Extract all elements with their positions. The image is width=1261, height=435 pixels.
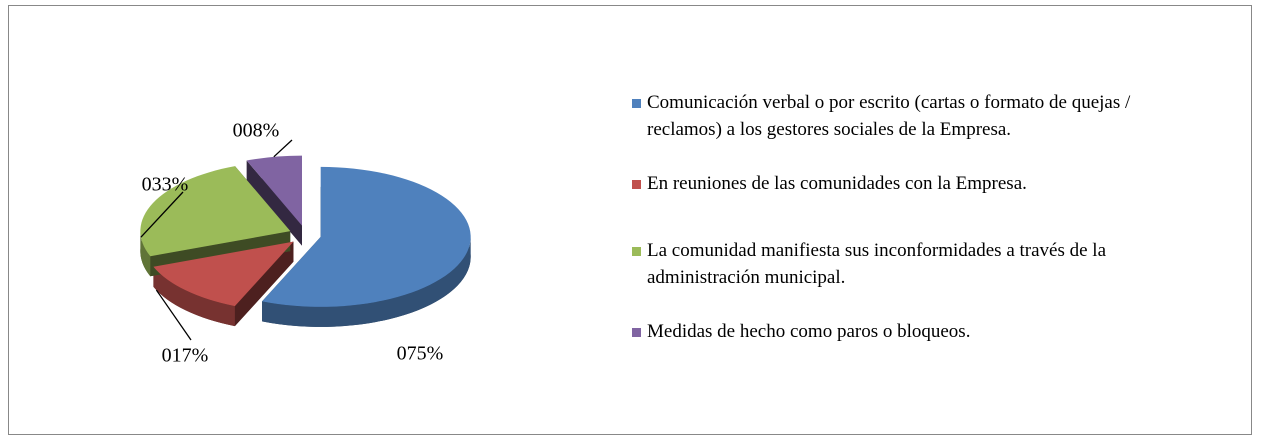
legend-item: La comunidad manifiesta sus inconformida… [632,237,1172,291]
slice [153,241,294,307]
slice-side [153,266,235,327]
legend-swatch [632,99,641,108]
leader-line [273,139,293,158]
legend-swatch [632,247,641,256]
leader-line [155,289,192,341]
page: 075% 017% 033% 008% Comunicación verbal o p… [8,5,1252,435]
legend-swatch [632,180,641,189]
slice [262,166,471,307]
data-label: 017% [162,345,209,367]
legend-swatch [632,328,641,337]
legend-item: Medidas de hecho como paros o bloqueos. [632,318,1172,345]
legend-label: La comunidad manifiesta sus inconformida… [647,240,1107,288]
legend-item: Comunicación verbal o por escrito (carta… [632,89,1172,143]
legend-label: En reuniones de las comunidades con la E… [647,173,1027,194]
data-label: 033% [142,174,189,196]
slice [246,155,302,226]
legend-label: Medidas de hecho como paros o bloqueos. [647,321,971,342]
slice [140,166,291,257]
data-label: 008% [233,120,280,142]
legend-label: Comunicación verbal o por escrito (carta… [647,92,1131,140]
chart: 075% 017% 033% 008% [140,120,471,367]
legend-item: En reuniones de las comunidades con la E… [632,170,1172,197]
data-label: 075% [397,343,444,365]
leader-line [140,191,184,238]
legend: Comunicación verbal o por escrito (carta… [632,62,1172,345]
slice-side [140,231,151,277]
slice-side [262,236,471,327]
slice-inner [246,155,302,246]
